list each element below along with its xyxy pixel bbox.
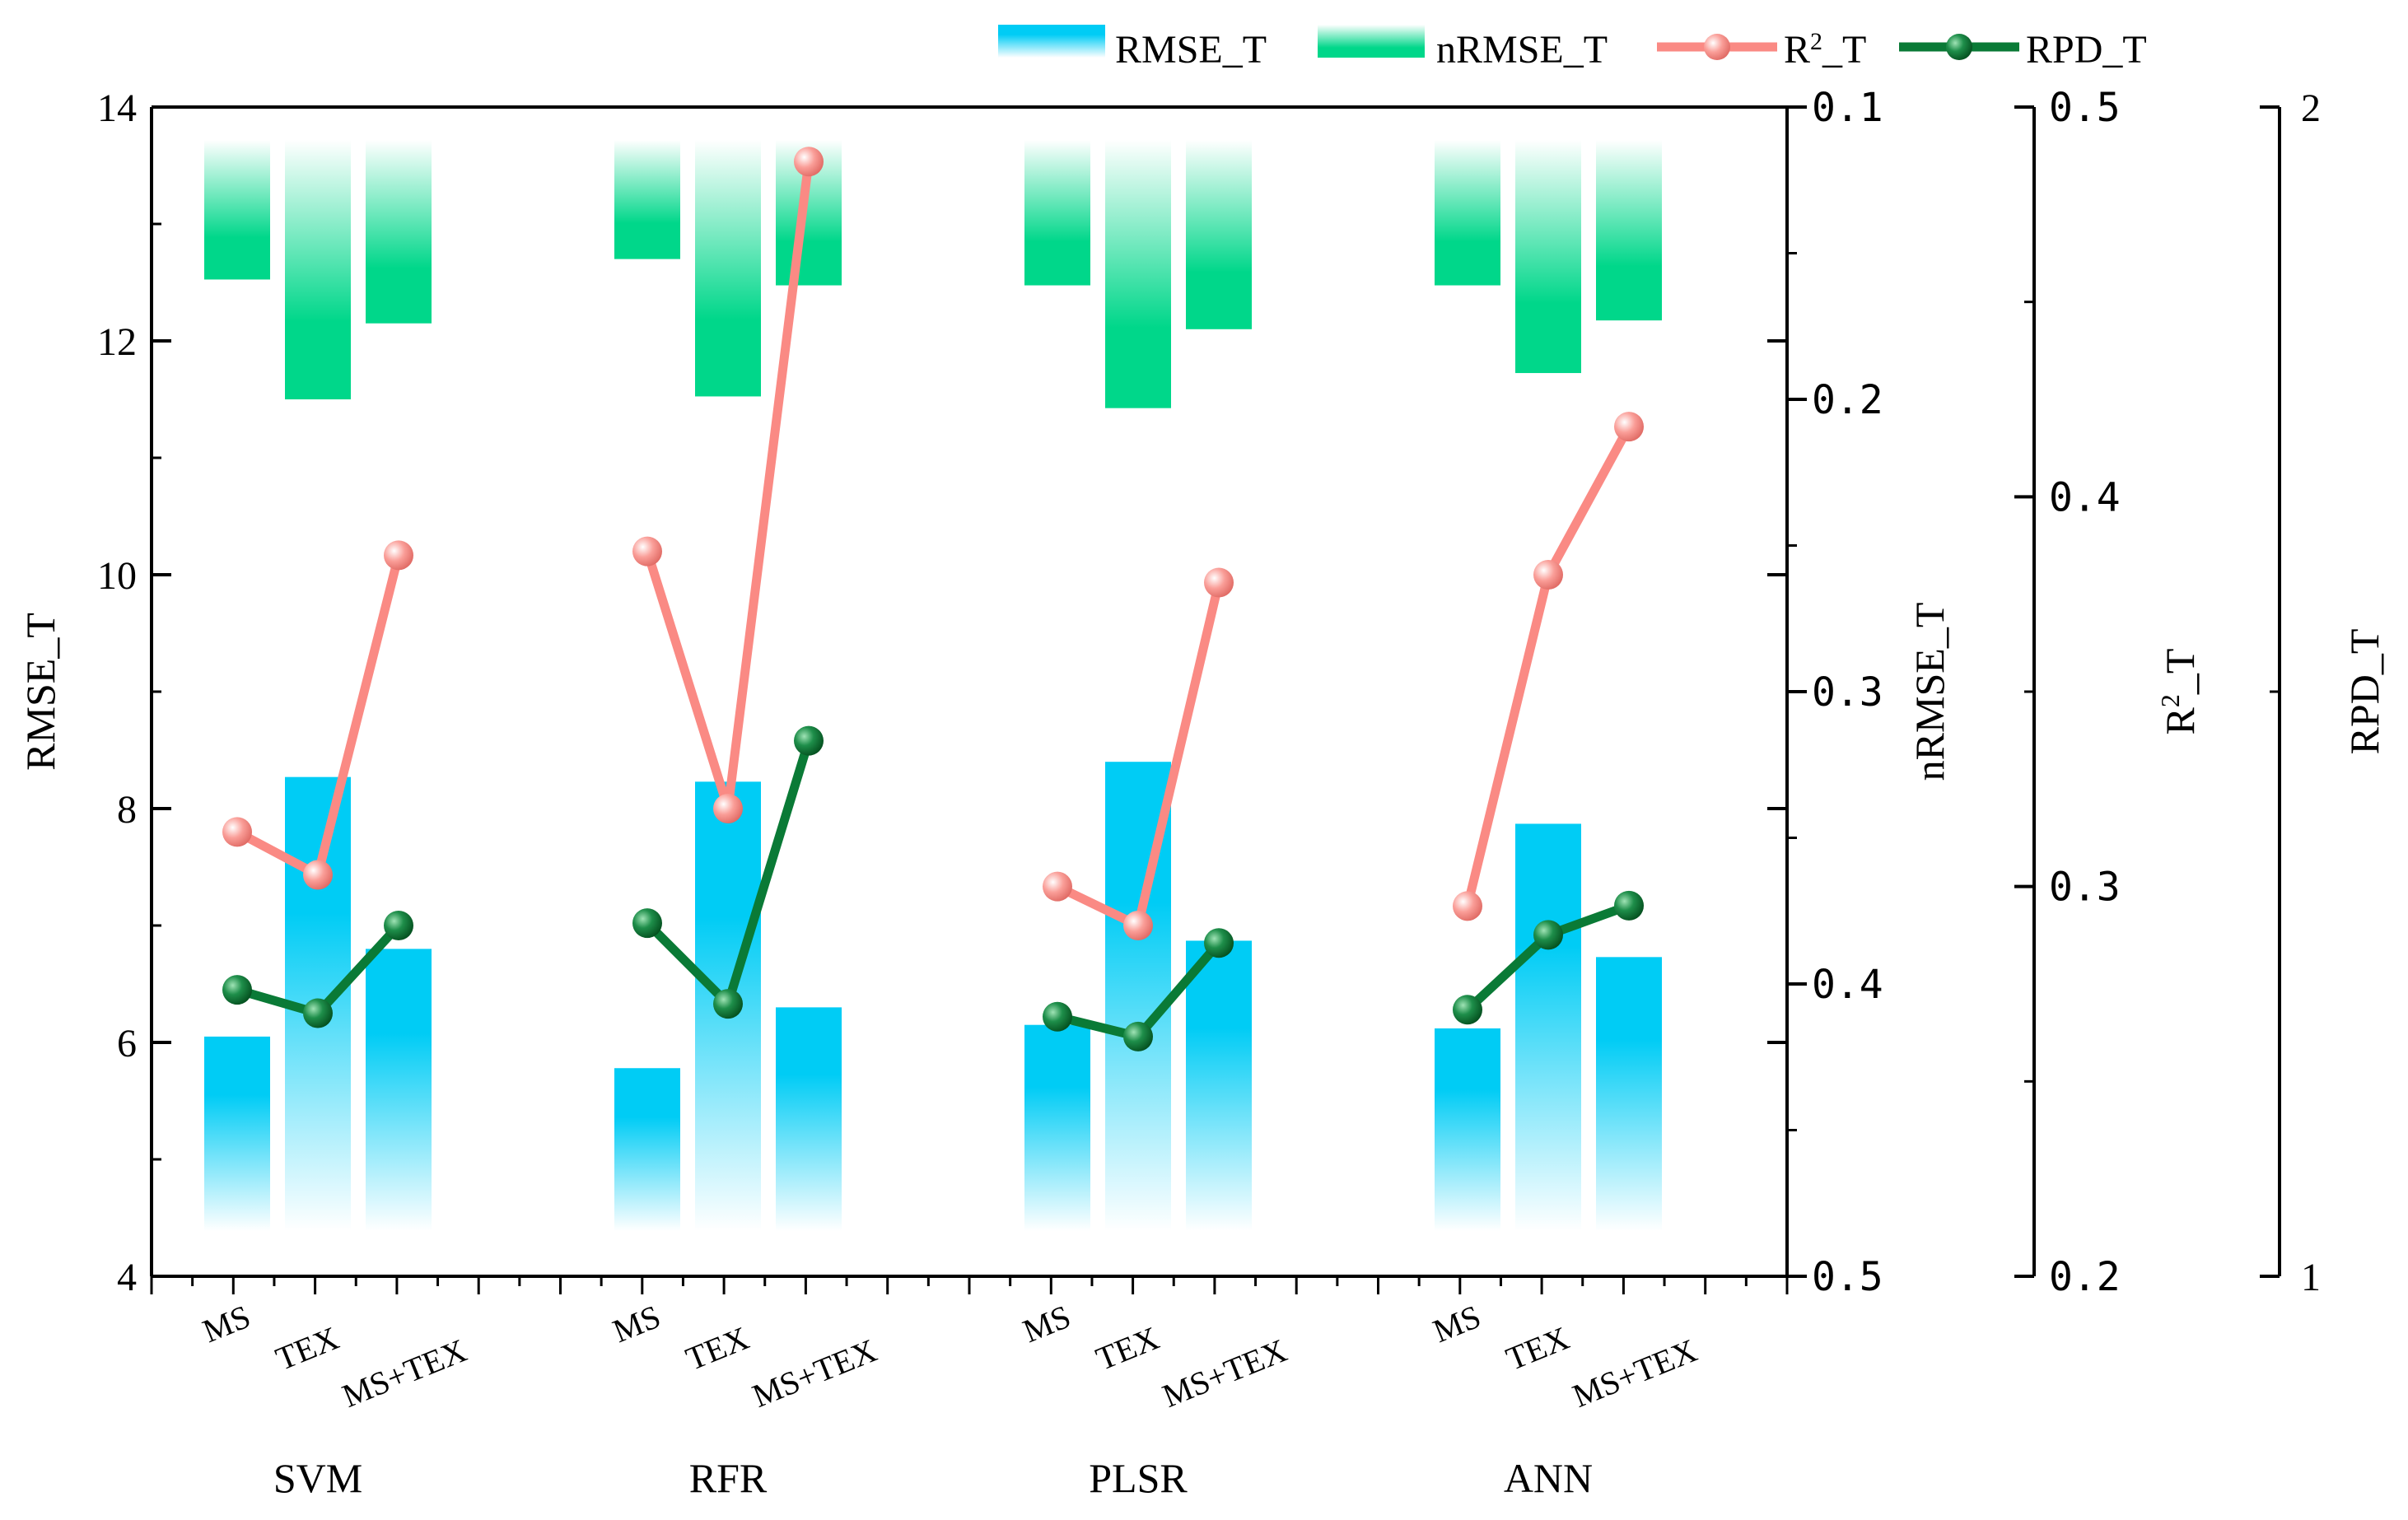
bar-rmse-plsr-0 — [1024, 1024, 1090, 1231]
bar-rmse-rfr-2 — [776, 1007, 842, 1231]
point-r2-svm-1 — [303, 860, 333, 890]
nrmse-tick-label: 0.3 — [1812, 669, 1883, 716]
left-tick-label: 4 — [117, 1256, 137, 1299]
bar-rmse-rfr-0 — [614, 1068, 680, 1231]
category-label-rfr-1: TEX — [680, 1319, 754, 1378]
point-r2-svm-2 — [384, 540, 413, 571]
category-label-ann-0: MS — [1428, 1298, 1486, 1350]
legend-label-r2-base: R — [1784, 28, 1810, 72]
category-label-svm-1: TEX — [270, 1319, 343, 1378]
point-rpd-rfr-0 — [632, 908, 662, 939]
bar-nrmse-svm-0 — [204, 140, 270, 280]
r2-tick-label: 0.4 — [2049, 474, 2121, 520]
category-label-plsr-0: MS — [1018, 1298, 1076, 1350]
point-r2-ann-1 — [1533, 560, 1563, 590]
bar-nrmse-rfr-1 — [695, 140, 761, 397]
point-rpd-ann-0 — [1453, 995, 1482, 1025]
point-r2-ann-2 — [1614, 412, 1644, 442]
point-rpd-svm-1 — [303, 998, 333, 1028]
left-tick-label: 14 — [97, 86, 137, 130]
point-r2-plsr-2 — [1204, 567, 1234, 598]
nrmse-tick-label: 0.1 — [1812, 85, 1883, 131]
legend-label-r2-sup: 2 — [1810, 28, 1822, 55]
legend-marker-rpd — [1946, 34, 1972, 60]
left-tick-label: 12 — [97, 320, 137, 364]
r2-axis-title-tail: _T — [2157, 649, 2203, 696]
point-r2-rfr-2 — [794, 147, 824, 177]
r2-axis-title: R2_T — [2155, 649, 2203, 735]
bar-nrmse-plsr-2 — [1186, 140, 1252, 329]
point-rpd-plsr-2 — [1204, 928, 1234, 958]
point-r2-rfr-1 — [713, 794, 743, 823]
category-label-rfr-2: MS+TEX — [747, 1331, 882, 1415]
legend-label-nrmse: nRMSE_T — [1436, 28, 1608, 72]
bar-rmse-plsr-2 — [1186, 940, 1252, 1231]
category-label-svm-2: MS+TEX — [337, 1331, 472, 1415]
bar-nrmse-ann-2 — [1596, 140, 1662, 321]
category-label-svm-0: MS — [198, 1298, 255, 1350]
r2-tick-label: 0.3 — [2049, 865, 2121, 911]
nrmse-tick-label: 0.4 — [1812, 962, 1883, 1008]
bar-rmse-svm-0 — [204, 1036, 270, 1231]
r2-axis-title-sup: 2 — [2155, 694, 2185, 707]
category-label-ann-1: TEX — [1500, 1319, 1574, 1378]
group-label-svm: SVM — [273, 1455, 362, 1501]
legend-label-rmse: RMSE_T — [1115, 28, 1267, 72]
left-tick-label: 6 — [117, 1022, 137, 1065]
legend-label-r2-tail: _T — [1822, 28, 1866, 72]
group-label-ann: ANN — [1504, 1455, 1593, 1501]
bar-nrmse-plsr-1 — [1105, 140, 1171, 408]
bar-nrmse-ann-1 — [1515, 140, 1581, 374]
bar-nrmse-svm-1 — [285, 140, 351, 399]
legend-marker-r2 — [1704, 34, 1730, 60]
legend-label-r2: R2_T — [1784, 28, 1866, 72]
point-r2-plsr-0 — [1043, 871, 1072, 902]
rpd-tick-label: 1 — [2301, 1256, 2321, 1299]
bar-nrmse-ann-0 — [1435, 140, 1500, 286]
point-r2-plsr-1 — [1123, 911, 1153, 940]
bar-nrmse-svm-2 — [366, 140, 432, 324]
nrmse-tick-label: 0.2 — [1812, 377, 1883, 423]
legend-swatch-nrmse — [1318, 25, 1425, 58]
point-rpd-rfr-2 — [794, 725, 824, 756]
point-rpd-rfr-1 — [713, 989, 743, 1019]
bar-rmse-svm-2 — [366, 949, 432, 1231]
category-label-rfr-0: MS — [608, 1298, 665, 1350]
legend-label-rpd: RPD_T — [2026, 28, 2147, 72]
left-tick-label: 8 — [117, 788, 137, 832]
legend-swatch-rmse — [998, 25, 1105, 58]
point-rpd-plsr-0 — [1043, 1001, 1072, 1032]
category-label-plsr-2: MS+TEX — [1157, 1331, 1292, 1415]
point-rpd-ann-1 — [1533, 920, 1563, 950]
category-label-ann-2: MS+TEX — [1567, 1331, 1702, 1415]
rpd-axis-title: RPD_T — [2341, 629, 2387, 755]
nrmse-tick-label: 0.5 — [1812, 1254, 1883, 1300]
point-rpd-plsr-1 — [1123, 1021, 1153, 1051]
left-axis-title: RMSE_T — [17, 613, 63, 771]
left-tick-label: 10 — [97, 554, 137, 598]
bar-rmse-ann-2 — [1596, 957, 1662, 1231]
bar-rmse-ann-0 — [1435, 1028, 1500, 1231]
r2-tick-label: 0.2 — [2049, 1254, 2121, 1300]
legend: RMSE_T nRMSE_T R2_T RPD_T — [998, 25, 2147, 72]
nrmse-axis-title: nRMSE_T — [1906, 603, 1953, 781]
r2-tick-label: 0.5 — [2049, 85, 2121, 131]
bar-nrmse-plsr-0 — [1024, 140, 1090, 286]
bar-nrmse-rfr-0 — [614, 140, 680, 259]
rpd-tick-label: 2 — [2301, 86, 2321, 130]
point-r2-ann-0 — [1453, 891, 1482, 921]
point-rpd-svm-2 — [384, 911, 413, 940]
bar-rmse-ann-1 — [1515, 823, 1581, 1231]
point-rpd-svm-0 — [222, 975, 252, 1005]
point-r2-svm-0 — [222, 817, 252, 847]
group-label-plsr: PLSR — [1089, 1455, 1188, 1501]
r2-axis-title-base: R — [2157, 706, 2203, 734]
category-label-plsr-1: TEX — [1090, 1319, 1164, 1378]
point-r2-rfr-0 — [632, 536, 662, 567]
point-rpd-ann-2 — [1614, 890, 1644, 921]
group-label-rfr: RFR — [689, 1455, 768, 1501]
